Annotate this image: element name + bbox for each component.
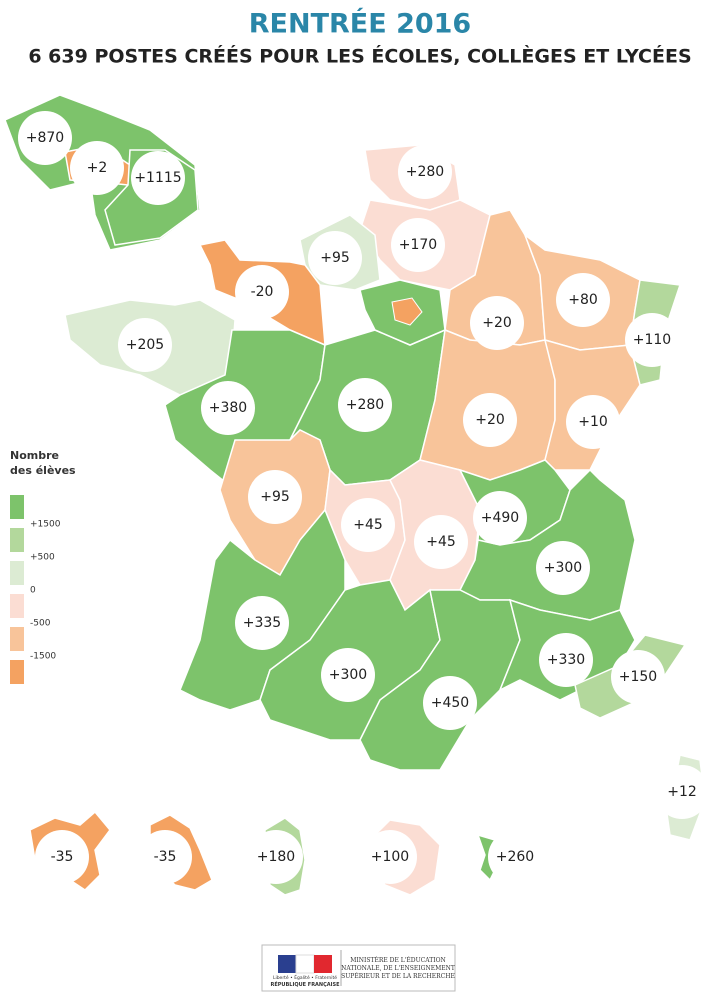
region-label: +95 xyxy=(320,250,350,266)
region-label: +180 xyxy=(257,849,295,865)
region-label: +45 xyxy=(353,517,383,533)
label-circle xyxy=(398,145,452,199)
region-label: +150 xyxy=(619,669,657,685)
region-label: +280 xyxy=(406,164,444,180)
region-label: +20 xyxy=(475,412,505,428)
label-circle xyxy=(566,395,620,449)
label-circle xyxy=(423,676,477,730)
region-label: +100 xyxy=(371,849,409,865)
legend-label: -1500 xyxy=(30,652,56,662)
republic: RÉPUBLIQUE FRANÇAISE xyxy=(270,980,340,988)
label-circle xyxy=(235,596,289,650)
flag-red xyxy=(314,955,332,973)
legend-swatch xyxy=(10,594,24,618)
region-label: +80 xyxy=(568,292,598,308)
label-circle xyxy=(201,381,255,435)
region-label: -35 xyxy=(154,849,177,865)
label-circle xyxy=(338,378,392,432)
region-label: +870 xyxy=(26,130,64,146)
legend-swatch xyxy=(10,660,24,684)
region-label: +170 xyxy=(399,237,437,253)
legend-label: +1500 xyxy=(30,520,61,530)
region-label: +205 xyxy=(126,337,164,353)
legend-title: des élèves xyxy=(10,464,76,477)
legend-swatch xyxy=(10,627,24,651)
ministry: MINISTÈRE DE L'ÉDUCATION xyxy=(350,956,446,964)
region-label: -20 xyxy=(251,284,274,300)
label-circle xyxy=(70,141,124,195)
label-circle xyxy=(414,515,468,569)
label-circle xyxy=(470,296,524,350)
legend-label: 0 xyxy=(30,586,36,596)
region-label: +95 xyxy=(260,489,290,505)
legend: Nombre des élèves +1500 +500 0 -500 -1500 xyxy=(10,449,76,684)
region-label: +300 xyxy=(329,667,367,683)
label-circle xyxy=(235,265,289,319)
label-circle xyxy=(249,830,303,884)
legend-swatch xyxy=(10,495,24,519)
ministry: NATIONALE, DE L'ENSEIGNEMENT xyxy=(341,965,455,972)
label-circle xyxy=(321,648,375,702)
label-circle xyxy=(391,218,445,272)
label-circle xyxy=(18,111,72,165)
label-circle xyxy=(118,318,172,372)
flag-white xyxy=(295,954,315,974)
legend-label: +500 xyxy=(30,553,55,563)
legend-swatch xyxy=(10,561,24,585)
subtitle: 6 639 POSTES CRÉÉS POUR LES ÉCOLES, COLL… xyxy=(28,45,691,68)
legend-label: -500 xyxy=(30,619,51,629)
paris-region xyxy=(391,297,423,326)
label-circle xyxy=(138,830,192,884)
label-circle xyxy=(341,498,395,552)
flag-blue xyxy=(278,955,296,973)
label-circle xyxy=(625,313,679,367)
label-circle xyxy=(655,765,709,819)
region-label: +300 xyxy=(544,560,582,576)
label-circle xyxy=(473,491,527,545)
region-label: -35 xyxy=(51,849,74,865)
region-label: +450 xyxy=(431,695,469,711)
legend-title: Nombre xyxy=(10,449,59,462)
legend-swatch xyxy=(10,528,24,552)
region-label: +110 xyxy=(633,332,671,348)
label-circle xyxy=(308,231,362,285)
title: RENTRÉE 2016 xyxy=(249,8,471,40)
label-circle xyxy=(536,541,590,595)
label-circle xyxy=(556,273,610,327)
region-label: +12 xyxy=(667,784,697,800)
label-circle xyxy=(463,393,517,447)
region-label: +335 xyxy=(243,615,281,631)
region-label: +380 xyxy=(209,400,247,416)
label-circle xyxy=(539,633,593,687)
region-label: +10 xyxy=(578,414,608,430)
region-label: +1115 xyxy=(134,170,181,186)
label-circle xyxy=(35,830,89,884)
label-circle xyxy=(363,830,417,884)
label-circle xyxy=(248,470,302,524)
region-label: +20 xyxy=(482,315,512,331)
label-circle xyxy=(611,650,665,704)
label-circle xyxy=(131,151,185,205)
ministry: SUPÉRIEUR ET DE LA RECHERCHE xyxy=(341,972,455,980)
region-label: +490 xyxy=(481,510,519,526)
region-label: +280 xyxy=(346,397,384,413)
footer-logo: Liberté • Égalité • Fraternité RÉPUBLIQU… xyxy=(261,944,456,992)
regions: +870 +2 +1115 +280 +170 +95 -20 +205 +20 +80 +110 +… xyxy=(4,94,709,896)
label-circle xyxy=(488,830,542,884)
region-label: +330 xyxy=(547,652,585,668)
region-label: +2 xyxy=(87,160,108,176)
region-label: +45 xyxy=(426,534,456,550)
motto: Liberté • Égalité • Fraternité xyxy=(273,973,337,981)
region-label: +260 xyxy=(496,849,534,865)
